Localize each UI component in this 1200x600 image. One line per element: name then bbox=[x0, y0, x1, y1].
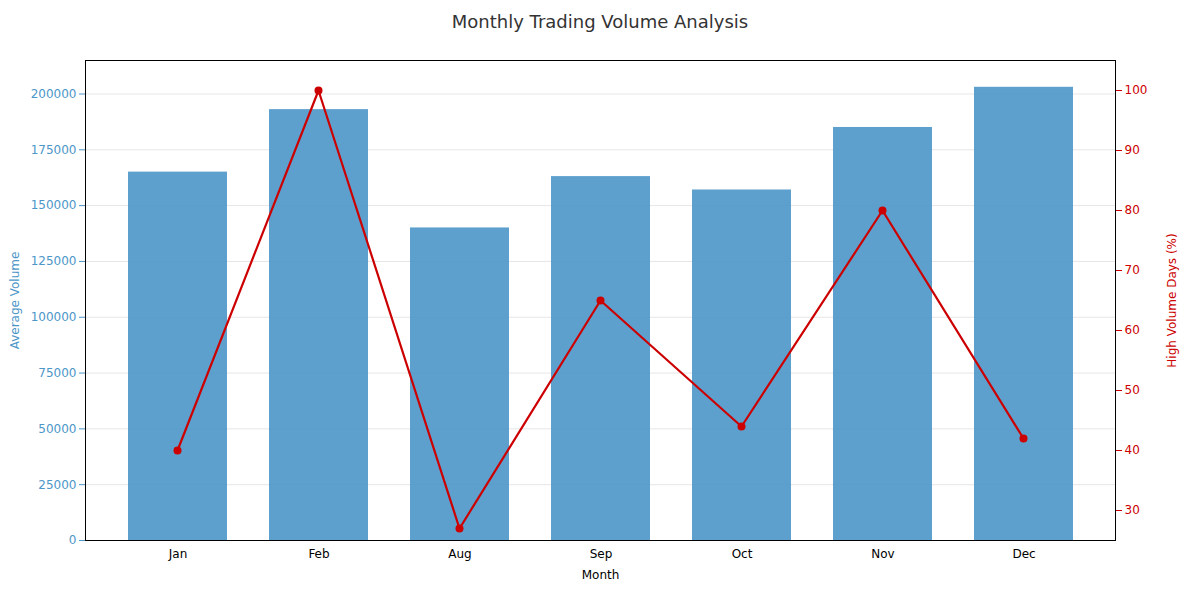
svg-text:Month: Month bbox=[582, 568, 620, 582]
html-text:Monthly Trading Volume Analysi: Monthly Trading Volume Analysis bbox=[451, 11, 749, 32]
svg-text:Nov: Nov bbox=[871, 547, 894, 561]
svg-text:100000: 100000 bbox=[31, 310, 77, 324]
svg-text:Sep: Sep bbox=[590, 547, 613, 561]
svg-text:Aug: Aug bbox=[448, 547, 471, 561]
svg-text:0: 0 bbox=[69, 533, 77, 547]
svg-text:125000: 125000 bbox=[31, 254, 77, 268]
svg-text:Average Volume: Average Volume bbox=[8, 252, 22, 350]
svg-text:Oct: Oct bbox=[732, 547, 753, 561]
svg-text:30: 30 bbox=[1125, 503, 1140, 517]
svg-text:Feb: Feb bbox=[308, 547, 329, 561]
svg-text:50000: 50000 bbox=[38, 422, 76, 436]
svg-text:75000: 75000 bbox=[38, 366, 76, 380]
svg-text:100: 100 bbox=[1125, 83, 1148, 97]
svg-text:70: 70 bbox=[1125, 263, 1140, 277]
svg-text:90: 90 bbox=[1125, 143, 1140, 157]
svg-text:80: 80 bbox=[1125, 203, 1140, 217]
svg-text:175000: 175000 bbox=[31, 143, 77, 157]
svg-text:200000: 200000 bbox=[31, 87, 77, 101]
svg-text:High Volume Days (%): High Volume Days (%) bbox=[1165, 233, 1179, 367]
svg-text:40: 40 bbox=[1125, 443, 1140, 457]
svg-text:50: 50 bbox=[1125, 383, 1140, 397]
svg-text:Dec: Dec bbox=[1012, 547, 1035, 561]
svg-text:150000: 150000 bbox=[31, 198, 77, 212]
svg-text:Jan: Jan bbox=[168, 547, 188, 561]
svg-text:25000: 25000 bbox=[38, 478, 76, 492]
svg-text:60: 60 bbox=[1125, 323, 1140, 337]
